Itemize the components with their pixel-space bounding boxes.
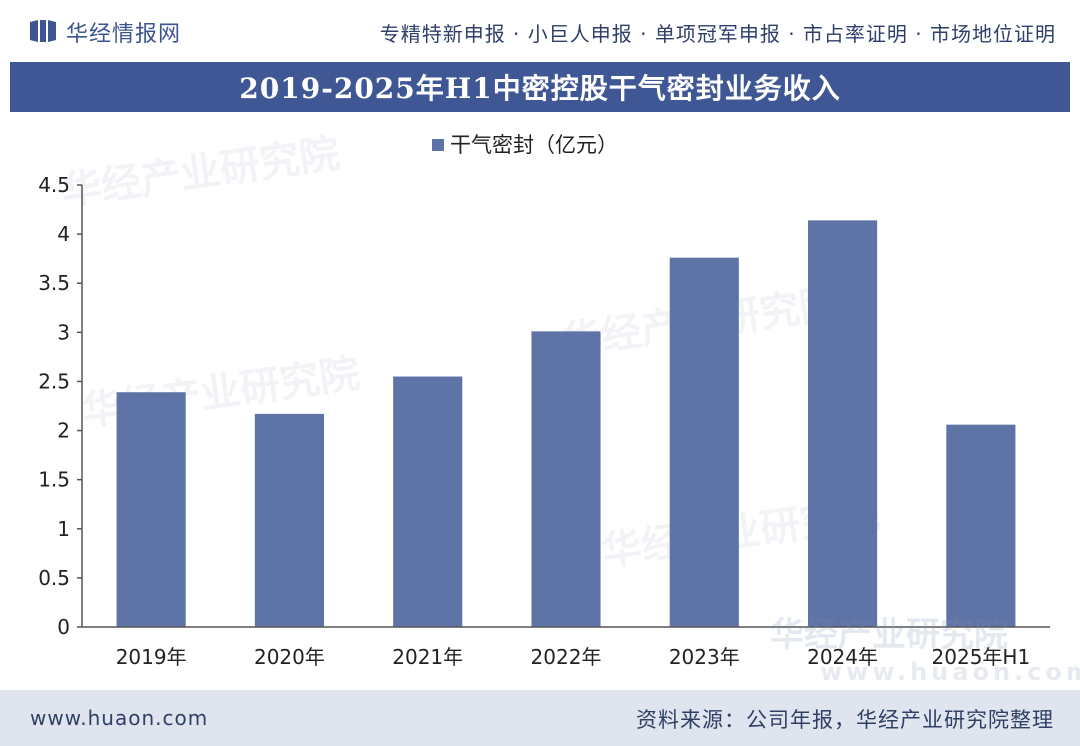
bar-2019年: [116, 392, 186, 627]
bar-2021年: [393, 376, 463, 627]
y-tick-label: 3.5: [38, 271, 70, 295]
bar-2020年: [254, 413, 324, 627]
legend-swatch: [432, 139, 444, 151]
bar-2025年H1: [946, 424, 1016, 627]
watermark-brand: 华经产业研究院: [770, 615, 1008, 655]
y-tick-label: 1.5: [38, 468, 70, 492]
chart-area: 干气密封（亿元） 0 0.5 1 1.5 2 2.5 3 3.5 4 4.5 2019年 2020年…: [0, 112, 1080, 690]
y-tick-label: 4.5: [38, 173, 70, 197]
watermark-url: www.huaon.com: [820, 658, 1080, 686]
x-tick-label: 2020年: [254, 645, 325, 669]
header: 华经情报网 专精特新申报 · 小巨人申报 · 单项冠军申报 · 市占率证明 · …: [0, 0, 1080, 60]
x-tick-label: 2019年: [116, 645, 187, 669]
y-tick-label: 3: [57, 320, 70, 344]
y-axis: 0 0.5 1 1.5 2 2.5 3 3.5 4 4.5: [38, 173, 82, 639]
y-tick-label: 2.5: [38, 369, 70, 393]
x-tick-label: 2022年: [531, 645, 602, 669]
title-bar: 2019-2025年H1中密控股干气密封业务收入: [10, 62, 1070, 112]
x-axis: 2019年 2020年 2021年 2022年 2023年 2024年 2025年H1: [116, 645, 1031, 669]
y-tick-label: 2: [57, 419, 70, 443]
x-tick-label: 2021年: [392, 645, 463, 669]
y-tick-label: 0.5: [38, 566, 70, 590]
bar-2022年: [531, 331, 601, 627]
y-tick-label: 0: [57, 615, 70, 639]
data-source: 资料来源：公司年报，华经产业研究院整理: [636, 708, 1054, 732]
bars: [116, 220, 1016, 628]
service-taglines: 专精特新申报 · 小巨人申报 · 单项冠军申报 · 市占率证明 · 市场地位证明: [379, 22, 1056, 46]
x-tick-label: 2024年: [807, 645, 878, 669]
bar-chart: 干气密封（亿元） 0 0.5 1 1.5 2 2.5 3 3.5 4 4.5 2019年 2020年…: [38, 133, 1080, 686]
y-tick-label: 1: [57, 517, 70, 541]
y-tick-label: 4: [57, 222, 70, 246]
x-tick-label: 2025年H1: [932, 645, 1031, 669]
footer: www.huaon.com 资料来源：公司年报，华经产业研究院整理: [0, 690, 1080, 746]
bar-2023年: [669, 257, 739, 627]
brand-name: 华经情报网: [66, 22, 182, 47]
chart-title: 2019-2025年H1中密控股干气密封业务收入: [239, 72, 841, 105]
bar-2024年: [808, 220, 878, 628]
legend-label: 干气密封（亿元）: [450, 133, 618, 157]
x-tick-label: 2023年: [669, 645, 740, 669]
footer-url[interactable]: www.huaon.com: [30, 706, 209, 730]
huajing-logo-icon: [30, 20, 56, 42]
legend: 干气密封（亿元）: [432, 133, 618, 157]
